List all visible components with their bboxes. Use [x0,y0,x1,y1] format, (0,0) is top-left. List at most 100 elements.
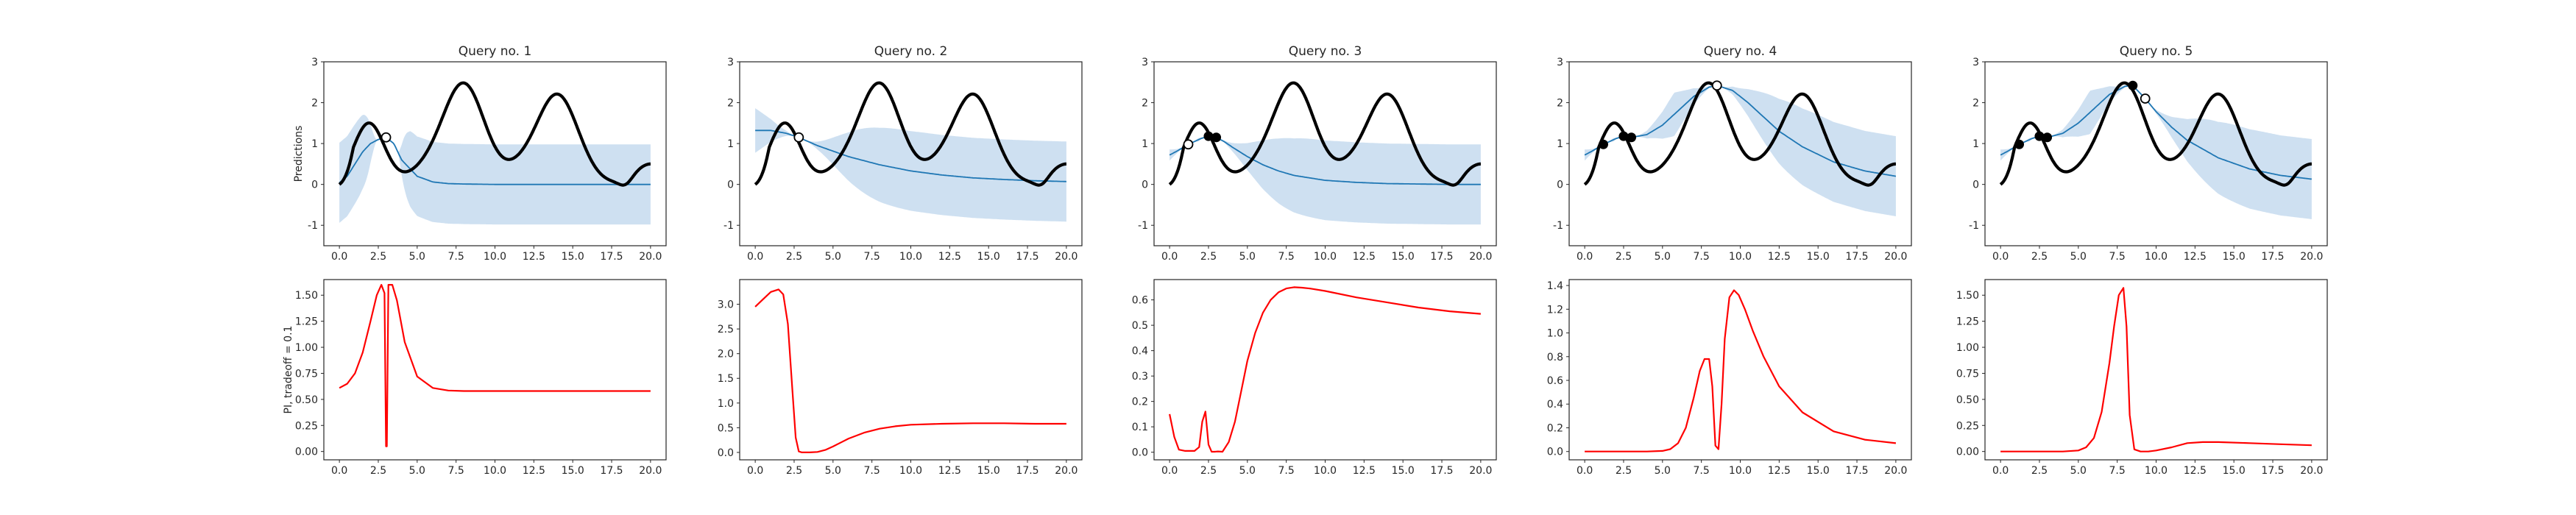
top-4-xtick-label: 0.0 [1577,251,1593,263]
top-4-xtick-label: 15.0 [1807,251,1830,263]
top-2-xtick-label: 15.0 [977,251,1000,263]
top-5-xtick-label: 5.0 [2070,251,2087,263]
top-3-xtick-label: 12.5 [1353,251,1376,263]
bottom-3-xtick-label: 5.0 [1239,465,1256,477]
top-2-ytick-label: -1 [723,220,734,232]
new-query-point [793,132,804,143]
top-3-xtick-label: 17.5 [1430,251,1453,263]
top-1-xtick-label: 17.5 [600,251,623,263]
bottom-5-xtick-label: 20.0 [2300,465,2323,477]
bottom-2-xtick-label: 5.0 [825,465,841,477]
bottom-3-ytick-label: 0.2 [1132,397,1148,408]
top-3-ytick-label: 3 [1142,57,1148,68]
bottom-3-xtick-label: 7.5 [1278,465,1295,477]
top-5-xtick-label: 12.5 [2184,251,2207,263]
top-4-xtick-label: 12.5 [1768,251,1791,263]
acquisition-line [1585,289,1897,452]
bottom-2-ytick-label: 0.5 [718,422,734,434]
new-query-point [2140,93,2151,104]
bottom-2-xtick-label: 12.5 [938,465,961,477]
bottom-5-xtick-label: 7.5 [2109,465,2126,477]
bottom-1-ytick-label: 1.00 [295,342,318,354]
top-5-ytick-label: 1 [1972,138,1979,150]
observed-point [2042,132,2053,143]
top-4-xtick-label: 17.5 [1845,251,1868,263]
bottom-3-ytick-label: 0.3 [1132,371,1148,383]
bottom-3-xtick-label: 10.0 [1314,465,1337,477]
top-2-xtick-label: 20.0 [1055,251,1078,263]
bottom-1-ytick-label: 0.75 [295,368,318,380]
objective-line [1168,81,1482,187]
top-1-xtick-label: 7.5 [448,251,464,263]
top-2-ytick-label: 1 [727,138,734,150]
gp-mean-line [1584,85,1897,177]
top-2-xtick-label: 2.5 [786,251,802,263]
bottom-5-xtick-label: 0.0 [1992,465,2009,477]
bottom-panel-3-frame [1153,279,1497,461]
bottom-1-xtick-label: 0.0 [331,465,347,477]
top-1-xtick-label: 0.0 [331,251,347,263]
bottom-5-ytick-label: 1.25 [1956,316,1979,328]
top-3-xtick-label: 0.0 [1161,251,1178,263]
panel-title-5: Query no. 5 [2120,44,2193,59]
bottom-1-ytick-label: 0.00 [295,447,318,458]
top-1-ytick-label: 1 [311,138,318,150]
bottom-2-ytick-label: 1.0 [718,398,734,410]
bottom-1-ytick-label: 1.50 [295,290,318,302]
bottom-2-xtick-label: 20.0 [1055,465,1078,477]
top-5-ytick-label: 0 [1972,180,1979,191]
bottom-4-ytick-label: 0.0 [1547,447,1563,458]
bottom-4-xtick-label: 20.0 [1884,465,1907,477]
bottom-1-xtick-label: 10.0 [484,465,506,477]
bottom-1-ytick-label: 0.25 [295,420,318,432]
top-1-ytick-label: -1 [308,220,318,232]
top-ylabel: Predictions [293,126,305,182]
observed-point [1618,131,1629,141]
bottom-1-xtick-label: 15.0 [562,465,584,477]
bottom-2-ytick-label: 2.5 [718,324,734,335]
acquisition-line [754,288,1066,453]
top-4-xtick-label: 20.0 [1884,251,1907,263]
top-3-ytick-label: -1 [1138,220,1148,232]
bottom-2-xtick-label: 15.0 [977,465,1000,477]
bottom-5-xtick-label: 10.0 [2145,465,2168,477]
top-5-xtick-label: 2.5 [2031,251,2048,263]
top-1-xtick-label: 2.5 [370,251,386,263]
top-4-xtick-label: 7.5 [1694,251,1710,263]
bottom-4-xtick-label: 0.0 [1577,465,1593,477]
top-5-xtick-label: 17.5 [2261,251,2284,263]
bottom-3-xtick-label: 20.0 [1469,465,1492,477]
bottom-4-xtick-label: 12.5 [1768,465,1791,477]
gp-mean-line [1169,135,1481,185]
top-3-xtick-label: 2.5 [1200,251,1217,263]
gp-mean-line [755,129,1066,182]
bottom-3-ytick-label: 0.4 [1132,346,1148,358]
uncertainty-band [755,108,1066,222]
bottom-5-xtick-label: 12.5 [2184,465,2207,477]
top-2-xtick-label: 12.5 [938,251,961,263]
top-2-ytick-label: 3 [727,57,734,68]
bottom-1-ytick-label: 0.50 [295,394,318,406]
bottom-2-xtick-label: 0.0 [747,465,763,477]
top-3-ytick-label: 0 [1142,180,1148,191]
bottom-5-ytick-label: 0.75 [1956,368,1979,380]
top-5-ytick-label: 2 [1972,98,1979,110]
top-4-xtick-label: 2.5 [1616,251,1632,263]
observed-point [1627,132,1637,143]
panel-title-2: Query no. 2 [874,44,948,59]
observed-point [2034,131,2045,141]
top-3-xtick-label: 5.0 [1239,251,1256,263]
top-5-xtick-label: 10.0 [2145,251,2168,263]
acquisition-line [1169,286,1481,453]
top-1-xtick-label: 5.0 [409,251,425,263]
top-1-xtick-label: 15.0 [562,251,584,263]
uncertainty-band [339,115,651,225]
panel-title-1: Query no. 1 [459,44,532,59]
top-1-xtick-label: 12.5 [523,251,545,263]
objective-line [754,81,1067,187]
observed-point [2128,80,2138,90]
objective-line [1999,81,2313,187]
bottom-4-ytick-label: 0.8 [1547,352,1563,363]
top-4-ytick-label: -1 [1553,220,1563,232]
top-1-xtick-label: 20.0 [639,251,662,263]
